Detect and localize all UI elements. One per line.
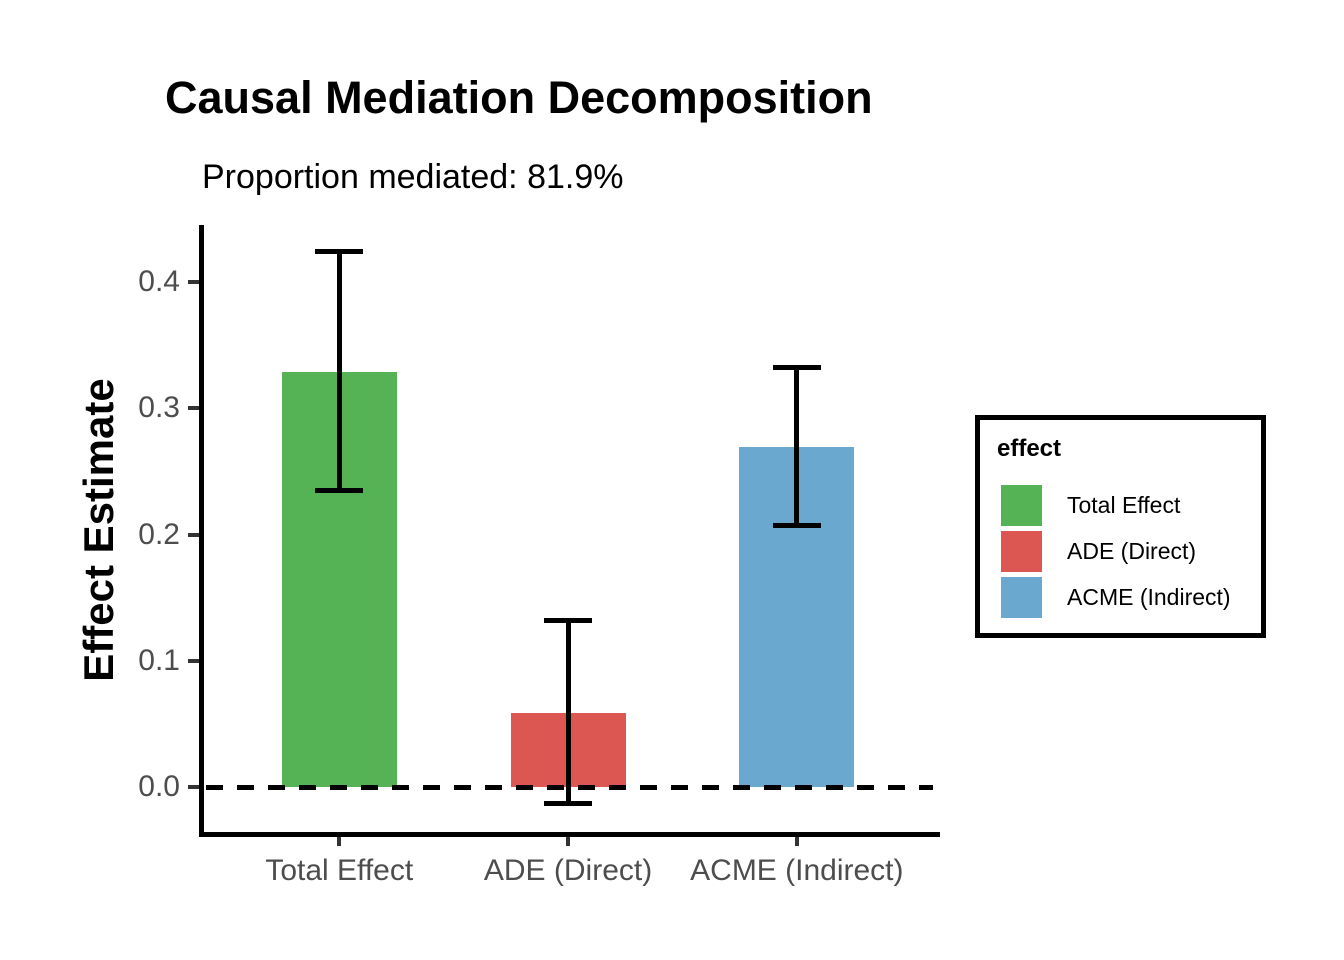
error-bar-cap-lower-acme-indirect xyxy=(772,523,821,529)
legend-swatch-total-effect xyxy=(1001,485,1042,526)
error-bar-line-ade-direct xyxy=(565,620,571,804)
y-tick-label-0.1: 0.1 xyxy=(138,643,180,677)
y-tick-0.2 xyxy=(188,532,200,537)
legend-box: effect Total Effect ADE (Direct) ACME (Ind… xyxy=(975,415,1266,638)
y-tick-0.0 xyxy=(188,785,200,789)
chart-title: Causal Mediation Decomposition xyxy=(165,72,873,123)
y-tick-label-0.2: 0.2 xyxy=(138,517,180,551)
chart-subtitle: Proportion mediated: 81.9% xyxy=(202,158,624,196)
error-bar-cap-upper-total-effect xyxy=(315,249,364,255)
legend-item-acme-indirect: ACME (Indirect) xyxy=(1001,577,1261,618)
legend-label-total-effect: Total Effect xyxy=(1067,492,1181,518)
legend-title: effect xyxy=(997,435,1062,462)
legend-item-ade-direct: ADE (Direct) xyxy=(1001,531,1261,572)
legend-item-total-effect: Total Effect xyxy=(1001,485,1261,526)
legend-label-ade-direct: ADE (Direct) xyxy=(1067,538,1197,564)
x-tick-total-effect xyxy=(337,834,342,846)
y-axis-line xyxy=(199,225,204,837)
y-tick-0.3 xyxy=(188,406,200,411)
legend-swatch-ade-direct xyxy=(1001,531,1042,572)
legend-swatch-acme-indirect xyxy=(1001,577,1042,618)
error-bar-cap-upper-acme-indirect xyxy=(772,365,821,371)
y-tick-0.1 xyxy=(188,658,200,663)
y-tick-label-0.3: 0.3 xyxy=(138,391,180,425)
x-tick-label-acme-indirect: ACME (Indirect) xyxy=(690,854,904,887)
legend-label-acme-indirect: ACME (Indirect) xyxy=(1067,584,1231,610)
error-bar-line-acme-indirect xyxy=(794,367,800,526)
y-tick-label-0.4: 0.4 xyxy=(138,265,180,298)
plot-area: Total Effect ADE (Direct) ACME (Indirect) 0… xyxy=(138,225,940,887)
x-axis-line xyxy=(199,832,940,837)
x-tick-label-total-effect: Total Effect xyxy=(265,854,414,887)
error-bar-cap-lower-ade-direct xyxy=(544,800,593,806)
y-tick-label-0.0: 0.0 xyxy=(138,770,180,803)
legend-items: Total Effect ADE (Direct) ACME (Indirect) xyxy=(1001,485,1261,618)
y-tick-0.4 xyxy=(188,280,200,284)
error-bar-line-total-effect xyxy=(336,251,342,491)
error-bar-cap-upper-ade-direct xyxy=(544,617,593,623)
x-tick-ade-direct xyxy=(566,834,571,846)
x-tick-label-ade-direct: ADE (Direct) xyxy=(483,854,653,887)
error-bar-cap-lower-total-effect xyxy=(315,487,364,493)
x-tick-acme-indirect xyxy=(794,834,799,846)
